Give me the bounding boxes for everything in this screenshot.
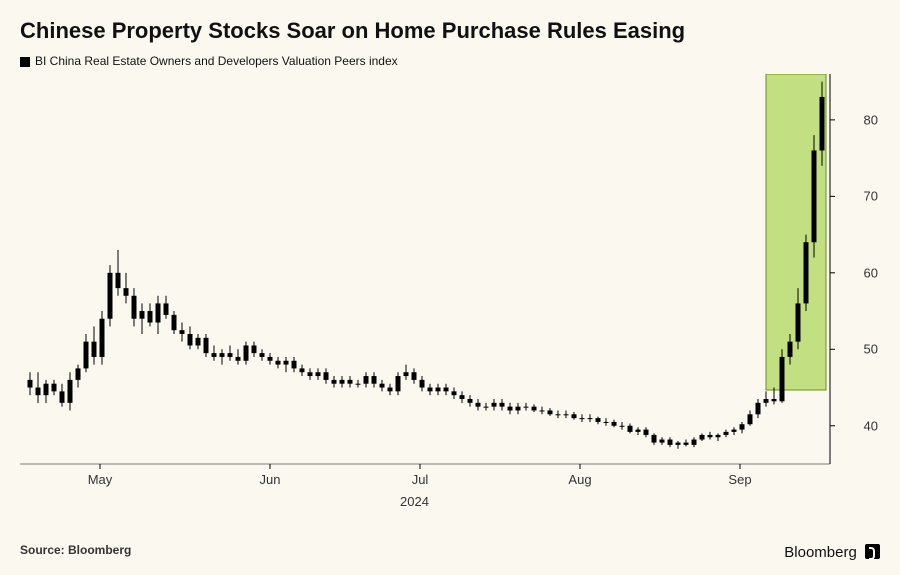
x-tick-label: Jun — [260, 472, 281, 487]
plot-area: 4050607080 MayJunJulAugSep 2024 — [20, 74, 878, 484]
chart-legend: BI China Real Estate Owners and Develope… — [20, 54, 880, 68]
y-tick-label: 50 — [864, 342, 878, 357]
x-tick-label: Jul — [412, 472, 429, 487]
legend-swatch-icon — [20, 57, 30, 67]
legend-label: BI China Real Estate Owners and Develope… — [35, 54, 398, 68]
bloomberg-icon — [865, 544, 880, 559]
x-tick-label: Sep — [728, 472, 751, 487]
y-axis: 40 50 60 70 80 — [838, 74, 878, 464]
y-tick-label: 80 — [864, 112, 878, 127]
chart-title: Chinese Property Stocks Soar on Home Pur… — [20, 18, 880, 44]
y-tick-label: 40 — [864, 418, 878, 433]
y-tick-label: 70 — [864, 189, 878, 204]
candlestick-svg — [20, 74, 878, 514]
x-axis-year: 2024 — [400, 494, 429, 509]
source-label: Source: Bloomberg — [20, 543, 131, 557]
brand-text: Bloomberg — [784, 544, 857, 561]
y-tick-label: 60 — [864, 265, 878, 280]
x-tick-label: May — [88, 472, 113, 487]
chart-container: Chinese Property Stocks Soar on Home Pur… — [0, 0, 900, 575]
x-tick-label: Aug — [568, 472, 591, 487]
brand-label: Bloomberg — [784, 544, 880, 561]
